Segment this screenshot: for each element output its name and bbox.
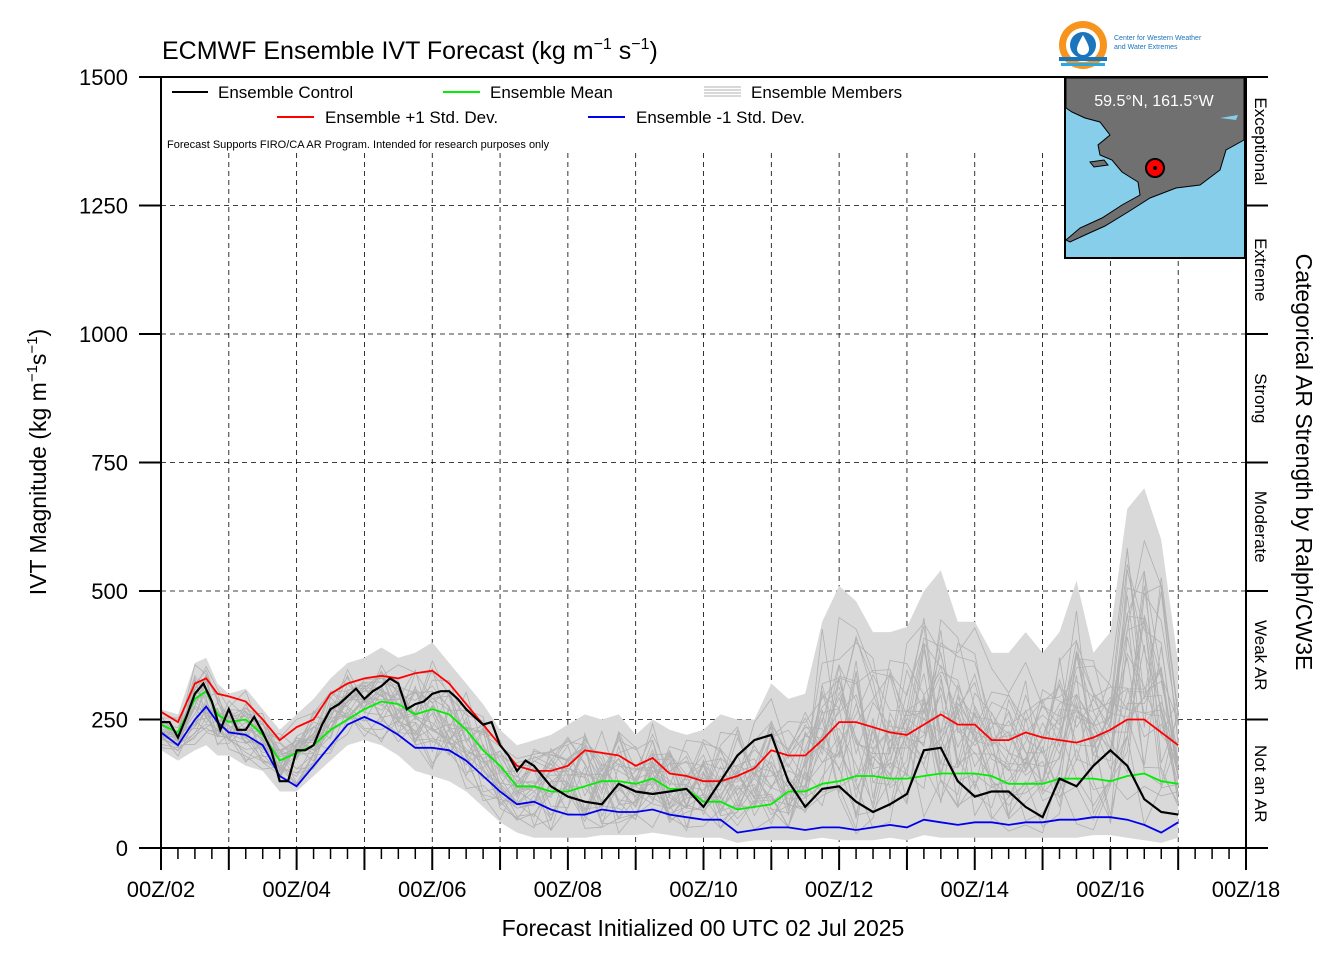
ar-category-label: Exceptional [1251,97,1270,185]
chart-title: ECMWF Ensemble IVT Forecast (kg m−1 s−1) [162,36,658,65]
y-tick-label: 1500 [79,65,128,90]
x-tick-label: 00Z/08 [534,877,603,902]
member-line [161,617,1179,818]
x-axis-label: Forecast Initialized 00 UTC 02 Jul 2025 [502,915,905,941]
member-line [161,595,1179,810]
member-line [161,645,1179,829]
location-label: 59.5°N, 161.5°W [1094,93,1214,110]
y-tick-label: 1000 [79,322,128,347]
series-line-ensemble-1-std-dev [161,669,1179,783]
member-line [161,652,1179,804]
members-envelope [161,488,1179,843]
y-tick-label: 1250 [79,194,128,219]
member-line [161,569,1179,809]
y-tick-label: 0 [116,836,128,861]
ar-category-label: Moderate [1251,491,1270,563]
x-tick-label: 00Z/16 [1076,877,1145,902]
y-axis: 0 250 500 750 1000 1250 1500 [79,65,161,861]
member-line [161,619,1179,797]
y-tick-label: 500 [91,579,128,604]
member-line [161,584,1179,786]
member-line [161,571,1179,815]
y-tick-label: 750 [91,451,128,476]
research-note: Forecast Supports FIRO/CA AR Program. In… [167,139,550,151]
legend-label-plus-sd: Ensemble +1 Std. Dev. [325,108,498,127]
logo-text-line1: Center for Western Weather [1114,35,1202,42]
x-tick-label: 00Z/18 [1212,877,1281,902]
x-tick-label: 00Z/10 [669,877,738,902]
legend-label-control: Ensemble Control [218,83,353,102]
member-line [161,549,1179,798]
series-line-ensemble-1-std-dev [161,705,1179,834]
cw3e-logo: Center for Western Weather and Water Ext… [1059,21,1202,69]
y-axis-label: IVT Magnitude (kg m−1s−1) [24,329,51,595]
ensemble-members [161,488,1179,843]
member-line [161,642,1179,805]
member-line [161,636,1179,831]
x-tick-label: 00Z/04 [262,877,331,902]
x-tick-label: 00Z/06 [398,877,467,902]
x-axis: 00Z/02 00Z/04 00Z/06 00Z/08 00Z/10 00Z/12 00Z/… [127,848,1281,902]
location-map-inset: 59.5°N, 161.5°W [1064,76,1246,259]
ar-category-label: Not an AR [1251,745,1270,823]
x-tick-label: 00Z/14 [941,877,1010,902]
legend: Ensemble Control Ensemble Mean Ensemble … [167,83,902,151]
ar-category-label: Strong [1251,373,1270,423]
y-tick-label: 250 [91,708,128,733]
x-tick-label: 00Z/02 [127,877,196,902]
logo-text-line2: and Water Extremes [1114,44,1178,51]
ar-category-label: Extreme [1251,238,1270,301]
ar-category-axis: Not an AR Weak AR Moderate Strong Extreme Exc… [1246,76,1270,849]
member-line [161,689,1179,835]
legend-swatch-members [704,86,741,97]
right-axis-label: Categorical AR Strength by Ralph/CW3E [1291,254,1317,671]
x-tick-label: 00Z/12 [805,877,874,902]
series-lines [161,669,1179,834]
series-line-ensemble-control [161,677,1179,819]
member-line [161,614,1179,823]
series-line-ensemble-mean [161,689,1179,811]
ar-category-label: Weak AR [1251,620,1270,691]
legend-label-mean: Ensemble Mean [490,83,613,102]
legend-label-minus-sd: Ensemble -1 Std. Dev. [636,108,805,127]
legend-label-members: Ensemble Members [751,83,902,102]
